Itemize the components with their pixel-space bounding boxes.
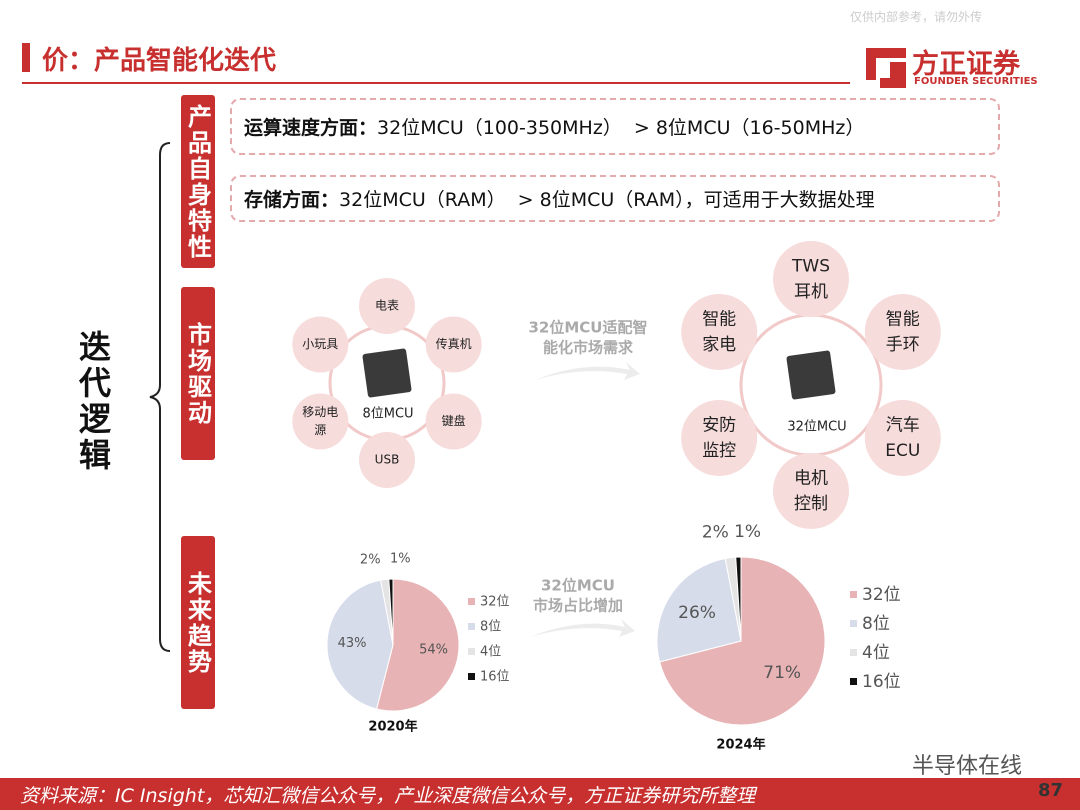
app-circle [773, 453, 849, 529]
logo-mark [866, 48, 906, 88]
pie-slice [326, 579, 394, 710]
app-circle [359, 278, 415, 334]
pie-label: 71% [763, 663, 801, 683]
app-circle [864, 400, 941, 476]
legend-swatch [468, 648, 475, 655]
main-label: 迭代逻辑 [74, 330, 112, 474]
app-circle [292, 393, 349, 450]
app-label: 源 [314, 423, 326, 437]
pie-slice [656, 557, 742, 663]
app-label: 安防 [702, 415, 736, 435]
pie-slice [388, 578, 394, 646]
title-bar [22, 43, 30, 72]
feature-text: 32位MCU（100-350MHz） > 8位MCU（16-50MHz） [377, 117, 865, 139]
app-label: 手环 [886, 335, 920, 355]
arrow-label: 市场占比增加 [533, 597, 623, 615]
chip-label: 32位MCU [787, 420, 846, 435]
logo-en: FOUNDER SECURITIES [914, 76, 1038, 87]
legend-label: 32位 [862, 585, 901, 605]
app-label: USB [375, 453, 400, 467]
legend-swatch [468, 673, 475, 680]
pie-label: 1% [734, 522, 761, 542]
footer-band [0, 778, 1080, 810]
pie-slice [375, 578, 460, 712]
app-label: TWS [791, 256, 830, 276]
app-label: 移动电 [302, 405, 338, 419]
legend-label: 4位 [862, 643, 890, 663]
logo-cn: 方正证券 [912, 49, 1020, 80]
title: 价：产品智能化迭代 [42, 46, 277, 76]
app-circle [864, 294, 941, 370]
pie-label: 2% [360, 552, 381, 567]
arrow-label: 32位MCU [541, 577, 615, 595]
app-label: 电机 [794, 468, 828, 488]
pie-label: 26% [678, 603, 716, 623]
feature-text: 32位MCU（RAM） > 8位MCU（RAM），可适用于大数据处理 [339, 189, 875, 211]
app-label: 控制 [794, 494, 828, 514]
app-circle [292, 316, 349, 373]
app-circle [359, 432, 415, 488]
legend-swatch [850, 591, 857, 598]
app-circle [681, 400, 758, 476]
feature-box: 运算速度方面： 32位MCU（100-350MHz） > 8位MCU（16-50M… [230, 98, 1000, 155]
pie-title: 2020年 [368, 719, 417, 735]
legend-label: 16位 [480, 670, 510, 685]
legend-label: 8位 [480, 620, 501, 635]
app-label: 家电 [702, 335, 736, 355]
bracket [149, 142, 171, 652]
app-label: 智能 [886, 309, 920, 329]
section-label: 未来趋势 [181, 536, 215, 709]
app-circle [773, 241, 849, 317]
legend-swatch [850, 649, 857, 656]
arrow [530, 619, 635, 637]
arrow-label: 32位MCU适配智 [529, 319, 648, 337]
app-circle [425, 316, 482, 373]
legend-label: 8位 [862, 614, 890, 634]
pie-label: 43% [338, 636, 367, 651]
legend-label: 32位 [480, 595, 510, 610]
app-label: ECU [885, 441, 920, 461]
page-number: 87 [1038, 780, 1064, 801]
app-label: 汽车 [886, 415, 920, 435]
pie-label: 54% [419, 643, 448, 658]
arrow [535, 362, 640, 380]
watermark: 仅供内部参考，请勿外传 [850, 10, 983, 24]
legend-label: 16位 [862, 672, 901, 692]
feature-bold: 运算速度方面： [244, 117, 378, 139]
arrow-label: 能化市场需求 [543, 339, 634, 357]
app-label: 监控 [702, 441, 736, 461]
app-label: 智能 [702, 309, 736, 329]
feature-box: 存储方面： 32位MCU（RAM） > 8位MCU（RAM），可适用于大数据处理 [230, 175, 1000, 222]
pie-label: 2% [702, 523, 729, 543]
legend-label: 4位 [480, 645, 501, 660]
app-label: 键盘 [442, 413, 466, 428]
pie-slice [735, 556, 742, 642]
feature-bold: 存储方面： [244, 189, 340, 211]
app-label: 耳机 [794, 282, 828, 302]
source: 资料来源：IC Insight，芯知汇微信公众号，产业深度微信公众号，方正证券研… [20, 785, 756, 807]
chip-label: 8位MCU [362, 407, 413, 422]
legend-swatch [850, 678, 857, 685]
legend-swatch [468, 623, 475, 630]
wechat: 半导体在线 [912, 754, 1023, 779]
pie-label: 1% [390, 552, 411, 567]
app-label: 传真机 [436, 336, 472, 351]
legend-swatch [468, 598, 475, 605]
pie-title: 2024年 [716, 737, 765, 753]
section-label: 市场驱动 [181, 287, 215, 460]
pie-slice [659, 556, 826, 726]
app-circle [425, 393, 482, 450]
app-label: 小玩具 [302, 337, 338, 351]
chip [786, 350, 836, 400]
app-circle [681, 294, 758, 370]
section-label: 产品自身特性 [181, 95, 215, 268]
chip [362, 348, 412, 398]
legend-swatch [850, 620, 857, 627]
app-label: 电表 [375, 299, 399, 313]
